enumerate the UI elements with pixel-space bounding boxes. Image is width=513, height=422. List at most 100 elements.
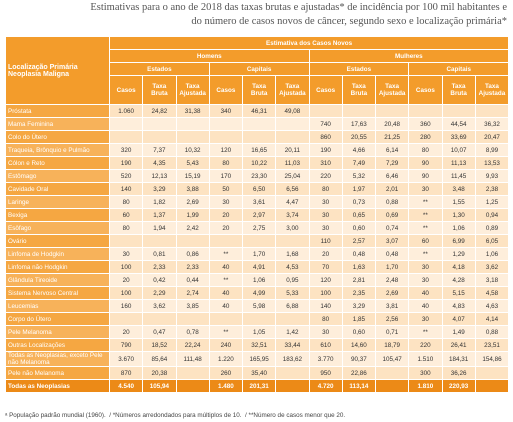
table-row: Colo do Útero 860 20,55 21,25 280 33,69 20,47: [5, 130, 510, 144]
footnote: ᵃ População padrão mundial (1960). / *Nú…: [5, 412, 346, 419]
cell: 40: [408, 299, 443, 313]
row-label: Bexiga: [5, 208, 110, 222]
cell: [175, 130, 210, 144]
cell: 165,95: [241, 351, 277, 367]
cell: 6,46: [374, 169, 410, 183]
cell: 2,69: [374, 286, 410, 300]
cell: 6,99: [441, 234, 476, 248]
cell: 100: [108, 286, 144, 300]
table-row: Cólon e Reto 190 4,35 5,43 80 10,22 11,03 310 7,…: [5, 156, 510, 170]
cell: 0,73: [341, 195, 377, 209]
cell: 30: [308, 221, 343, 235]
column-header: Casos: [208, 75, 244, 105]
row-label: Outras Localizações: [5, 338, 110, 352]
cell: 40: [208, 260, 244, 274]
cell: 1,70: [374, 260, 410, 274]
row-label: Ovário: [5, 234, 110, 248]
cell: [308, 104, 343, 118]
cell: 0,48: [341, 247, 377, 261]
cell: 0,60: [341, 221, 377, 235]
cell: 0,47: [142, 325, 177, 339]
table-row: Ovário 110 2,57 3,07 60 6,99 6,05: [5, 234, 510, 248]
cell: 4,53: [275, 260, 310, 274]
column-header: Taxa Bruta: [341, 75, 377, 105]
cell: 1,99: [175, 208, 210, 222]
cell: 20,38: [142, 366, 177, 380]
area-header: Capitais: [408, 62, 510, 76]
cell: 26,41: [441, 338, 476, 352]
cell: 90: [408, 169, 443, 183]
cell: 1,63: [341, 260, 377, 274]
cell: 80: [408, 143, 443, 157]
row-label: Todas as Neoplasias: [5, 379, 110, 393]
cell: 24,82: [142, 104, 177, 118]
cell: [108, 312, 144, 326]
cell: 190: [308, 143, 343, 157]
cell: [275, 379, 310, 393]
cell: [142, 234, 177, 248]
cell: 1.510: [408, 351, 443, 367]
cell: 60: [408, 234, 443, 248]
row-label: Linfoma não Hodgkin: [5, 260, 110, 274]
cell: 20: [208, 208, 244, 222]
cell: 17,63: [341, 117, 377, 131]
row-label: Cólon e Reto: [5, 156, 110, 170]
cell: 10,07: [441, 143, 476, 157]
column-header: Taxa Bruta: [142, 75, 177, 105]
cell: 0,78: [175, 325, 210, 339]
cell: 12,13: [142, 169, 177, 183]
row-label: Leucemias: [5, 299, 110, 313]
cell: 1,94: [142, 221, 177, 235]
table-row: Esôfago 80 1,94 2,42 20 2,75 3,00 30 0,60 0,74 ** 1…: [5, 221, 510, 235]
table-row: Linfoma não Hodgkin 100 2,33 2,33 40 4,91 4,53…: [5, 260, 510, 274]
cell: **: [408, 195, 443, 209]
cell: 4,35: [142, 156, 177, 170]
cell: 2,35: [341, 286, 377, 300]
cell: 140: [308, 299, 343, 313]
cell: 23,30: [241, 169, 277, 183]
cell: [408, 104, 443, 118]
cell: 240: [208, 338, 244, 352]
table-row: Cavidade Oral 140 3,29 3,88 50 6,50 6,56 80 1,97…: [5, 182, 510, 196]
cell: 50: [208, 182, 244, 196]
column-header: Taxa Bruta: [441, 75, 476, 105]
cell: 950: [308, 366, 343, 380]
cell: [175, 234, 210, 248]
table-row: Outras Localizações 790 18,52 22,24 240 32,51…: [5, 338, 510, 352]
table-row: Pele não Melanoma 870 20,38 260 35,40 950 22,8…: [5, 366, 510, 380]
cell: 20,55: [341, 130, 377, 144]
row-label: Sistema Nervoso Central: [5, 286, 110, 300]
cell: 3,85: [175, 299, 210, 313]
cell: 1,29: [441, 247, 476, 261]
cell: 4,66: [341, 143, 377, 157]
cell: 1.060: [108, 104, 144, 118]
cell: 90: [408, 156, 443, 170]
cell: 2,48: [374, 273, 410, 287]
cell: 15,19: [175, 169, 210, 183]
cell: 22,24: [175, 338, 210, 352]
cell: 5,32: [341, 169, 377, 183]
cell: 860: [308, 130, 343, 144]
cell: 32,51: [241, 338, 277, 352]
cell: 36,32: [474, 117, 510, 131]
cell: 3,62: [474, 260, 510, 274]
data-table: Localização Primária Neoplasia Maligna Es…: [5, 36, 510, 393]
cell: 220,93: [441, 379, 476, 393]
cell: 2,57: [341, 234, 377, 248]
cell: [208, 117, 244, 131]
cell: 220: [408, 338, 443, 352]
cell: 20,11: [275, 143, 310, 157]
row-label: Corpo do Útero: [5, 312, 110, 326]
cell: 80: [208, 156, 244, 170]
cell: 30: [308, 208, 343, 222]
cell: 1,70: [241, 247, 277, 261]
cell: 3.670: [108, 351, 144, 367]
cell: 5,98: [241, 299, 277, 313]
cell: 4,58: [474, 286, 510, 300]
cell: 160: [108, 299, 144, 313]
cell: 4.720: [308, 379, 343, 393]
group-header: Estimativa dos Casos Novos: [108, 36, 510, 50]
cell: 0,60: [341, 325, 377, 339]
cell: 49,08: [275, 104, 310, 118]
